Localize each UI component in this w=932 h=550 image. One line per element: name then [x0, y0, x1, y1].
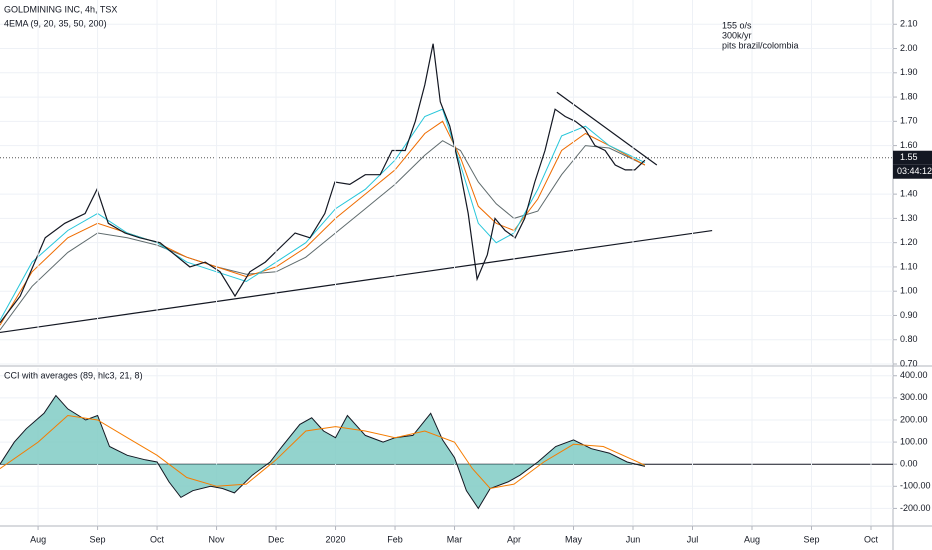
- last-price-label: 1.55: [900, 152, 918, 162]
- y-tick-label: 100.00: [900, 436, 928, 446]
- last-price-box: [893, 150, 932, 165]
- x-tick-label: May: [565, 534, 583, 544]
- y-tick-label: 0.90: [900, 310, 918, 320]
- x-tick-label: Oct: [150, 534, 165, 544]
- y-tick-label: 0.80: [900, 334, 918, 344]
- x-tick-label: Dec: [268, 534, 285, 544]
- annotation: 155 o/s: [722, 20, 752, 30]
- y-tick-label: 400.00: [900, 370, 928, 380]
- y-tick-label: 1.40: [900, 189, 918, 199]
- y-tick-label: 2.10: [900, 19, 918, 29]
- x-tick-label: Apr: [507, 534, 521, 544]
- x-tick-label: Jun: [626, 534, 641, 544]
- y-tick-label: 0.00: [900, 459, 918, 469]
- y-tick-label: 1.90: [900, 67, 918, 77]
- y-tick-label: -200.00: [900, 503, 931, 513]
- y-tick-label: 0.70: [900, 358, 918, 368]
- countdown-box: [893, 164, 932, 179]
- annotation: 300k/yr: [722, 30, 752, 40]
- cci-average: [0, 414, 646, 490]
- x-tick-label: Oct: [864, 534, 879, 544]
- y-tick-label: 1.70: [900, 116, 918, 126]
- annotation: pits brazil/colombia: [722, 40, 799, 50]
- x-tick-label: Mar: [447, 534, 463, 544]
- y-tick-label: 300.00: [900, 392, 928, 402]
- y-tick-label: 1.30: [900, 213, 918, 223]
- x-tick-label: Nov: [209, 534, 226, 544]
- x-tick-label: Jul: [687, 534, 699, 544]
- cci-area: [0, 395, 645, 509]
- ema-line: [0, 140, 646, 331]
- y-tick-label: 2.00: [900, 43, 918, 53]
- countdown-label: 03:44:12: [897, 166, 932, 176]
- y-tick-label: 1.60: [900, 140, 918, 150]
- cci-line: [0, 394, 646, 510]
- x-tick-label: Sep: [803, 534, 819, 544]
- x-tick-label: Feb: [387, 534, 403, 544]
- indicator-label: CCI with averages (89, hlc3, 21, 8): [4, 370, 143, 380]
- y-tick-label: 1.10: [900, 261, 918, 271]
- x-tick-label: Aug: [30, 534, 46, 544]
- indicator-label: 4EMA (9, 20, 35, 50, 200): [4, 18, 107, 28]
- y-tick-label: -100.00: [900, 481, 931, 491]
- x-tick-label: 2020: [326, 534, 346, 544]
- y-tick-label: 1.20: [900, 237, 918, 247]
- price-line: [0, 43, 646, 324]
- ema-line: [0, 108, 646, 321]
- y-tick-label: 1.00: [900, 286, 918, 296]
- x-tick-label: Sep: [90, 534, 106, 544]
- chart-title: GOLDMINING INC, 4h, TSX: [4, 4, 117, 14]
- y-tick-label: 1.80: [900, 91, 918, 101]
- x-tick-label: Aug: [744, 534, 760, 544]
- y-tick-label: 200.00: [900, 414, 928, 424]
- trendline: [0, 229, 713, 334]
